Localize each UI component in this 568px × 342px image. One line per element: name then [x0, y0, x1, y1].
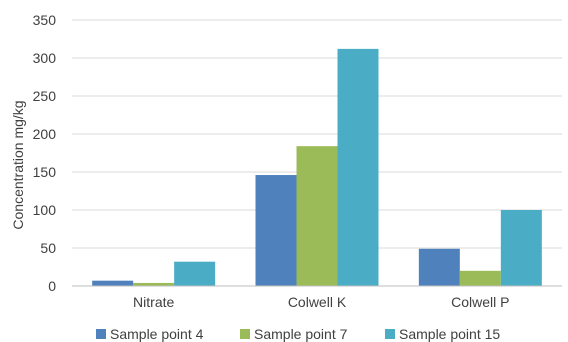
- bar: [337, 48, 379, 286]
- y-tick-label: 300: [33, 50, 57, 66]
- legend-swatch: [96, 329, 106, 339]
- bar: [255, 175, 297, 286]
- y-tick-label: 0: [48, 278, 56, 294]
- bars: [92, 48, 542, 286]
- legend-swatch: [385, 329, 395, 339]
- legend-swatch: [240, 329, 250, 339]
- x-category-label: Nitrate: [133, 294, 174, 310]
- legend-label: Sample point 15: [399, 326, 500, 342]
- legend-label: Sample point 7: [254, 326, 348, 342]
- bar: [133, 282, 175, 286]
- y-tick-label: 350: [33, 12, 57, 28]
- y-tick-label: 100: [33, 202, 57, 218]
- legend: Sample point 4 Sample point 7 Sample point…: [96, 326, 500, 342]
- y-tick-label: 250: [33, 88, 57, 104]
- x-axis-categories: Nitrate Colwell K Colwell P: [133, 294, 509, 310]
- bar: [174, 261, 216, 286]
- y-tick-label: 200: [33, 126, 57, 142]
- bar: [459, 270, 501, 286]
- bar: [296, 146, 338, 286]
- x-category-label: Colwell K: [288, 294, 347, 310]
- bar: [92, 280, 134, 286]
- y-tick-label: 50: [40, 240, 56, 256]
- y-tick-label: 150: [33, 164, 57, 180]
- x-category-label: Colwell P: [451, 294, 509, 310]
- y-axis-ticks: 0 50 100 150 200 250 300 350: [33, 12, 57, 294]
- bar: [500, 210, 542, 286]
- legend-label: Sample point 4: [110, 326, 204, 342]
- y-axis-label: Concentration mg/kg: [10, 100, 26, 229]
- bar: [418, 248, 460, 286]
